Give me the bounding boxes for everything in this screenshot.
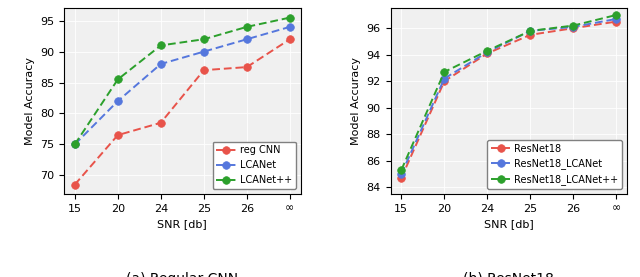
reg CNN: [200, 68, 207, 72]
LCANet: [114, 99, 122, 103]
ResNet18: [440, 79, 448, 83]
LCANet: [286, 25, 294, 29]
X-axis label: SNR [db]: SNR [db]: [484, 219, 534, 229]
LCANet: [243, 38, 251, 41]
ResNet18: [570, 27, 577, 30]
reg CNN: [114, 134, 122, 137]
ResNet18: [527, 33, 534, 37]
Text: (b) ResNet18: (b) ResNet18: [463, 272, 554, 277]
Line: LCANet: LCANet: [71, 23, 294, 148]
ResNet18_LCANet++: [612, 13, 620, 17]
Line: ResNet18_LCANet: ResNet18_LCANet: [397, 15, 620, 178]
ResNet18_LCANet++: [397, 168, 405, 172]
Line: ResNet18: ResNet18: [397, 18, 620, 182]
LCANet++: [243, 25, 251, 29]
LCANet++: [286, 16, 294, 19]
ResNet18_LCANet++: [527, 29, 534, 32]
LCANet++: [114, 78, 122, 81]
ResNet18: [484, 52, 492, 55]
Line: LCANet++: LCANet++: [71, 14, 294, 148]
Legend: reg CNN, LCANet, LCANet++: reg CNN, LCANet, LCANet++: [212, 142, 296, 189]
Line: ResNet18_LCANet++: ResNet18_LCANet++: [397, 11, 620, 174]
ResNet18: [612, 20, 620, 23]
ResNet18_LCANet: [484, 50, 492, 54]
LCANet++: [157, 44, 164, 47]
LCANet: [157, 62, 164, 66]
ResNet18_LCANet: [397, 172, 405, 176]
Line: reg CNN: reg CNN: [71, 35, 294, 188]
Legend: ResNet18, ResNet18_LCANet, ResNet18_LCANet++: ResNet18, ResNet18_LCANet, ResNet18_LCAN…: [487, 140, 622, 189]
LCANet++: [71, 143, 79, 146]
ResNet18_LCANet++: [484, 49, 492, 52]
reg CNN: [286, 38, 294, 41]
LCANet: [71, 143, 79, 146]
X-axis label: SNR [db]: SNR [db]: [157, 219, 207, 229]
ResNet18_LCANet: [527, 29, 534, 32]
LCANet: [200, 50, 207, 53]
ResNet18_LCANet++: [440, 70, 448, 74]
ResNet18_LCANet: [440, 77, 448, 80]
Text: (a) Regular CNN: (a) Regular CNN: [126, 272, 238, 277]
reg CNN: [157, 121, 164, 124]
ResNet18_LCANet: [570, 25, 577, 29]
reg CNN: [243, 65, 251, 69]
ResNet18_LCANet++: [570, 24, 577, 27]
Y-axis label: Model Accuracy: Model Accuracy: [24, 57, 35, 145]
ResNet18: [397, 176, 405, 180]
LCANet++: [200, 38, 207, 41]
ResNet18_LCANet: [612, 17, 620, 20]
reg CNN: [71, 183, 79, 186]
Y-axis label: Model Accuracy: Model Accuracy: [351, 57, 361, 145]
